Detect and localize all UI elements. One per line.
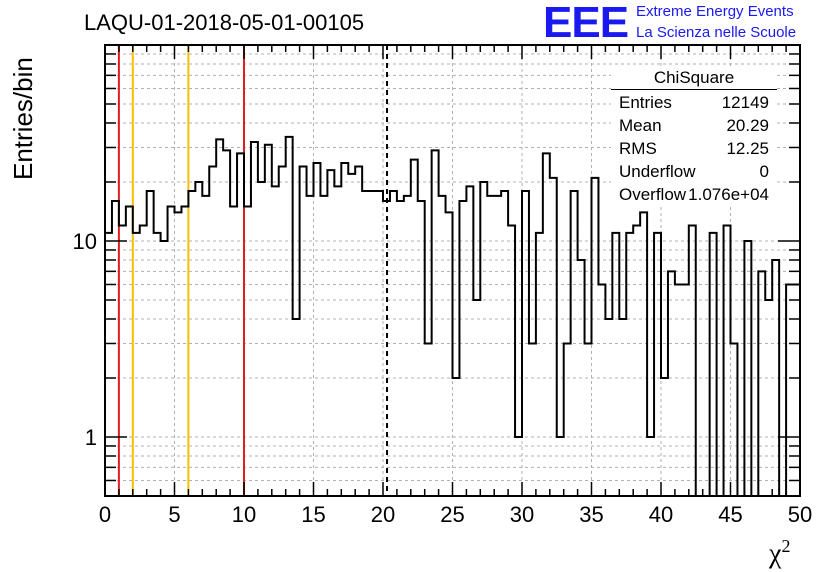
- logo-subtitle-2: La Scienza nelle Scuole: [636, 24, 797, 41]
- stats-key: Entries: [619, 93, 672, 112]
- stats-value: 12.25: [726, 139, 769, 158]
- stats-key: Overflow: [619, 185, 687, 204]
- reference-lines: [117, 45, 389, 496]
- x-axis-label: χ2: [769, 536, 790, 570]
- axis-ticks: [104, 44, 801, 497]
- logo-subtitle-1: Extreme Energy Events: [636, 3, 794, 20]
- histogram-series: [105, 135, 800, 497]
- stats-value: 1.076e+04: [688, 185, 769, 204]
- stats-value: 12149: [721, 93, 769, 112]
- x-axis-label-base: χ: [769, 538, 782, 570]
- x-tick-label: 25: [440, 502, 464, 527]
- eee-logo: EEE: [543, 0, 629, 47]
- grid-lines: [105, 45, 800, 496]
- x-tick-label: 40: [649, 502, 673, 527]
- stats-key: Underflow: [619, 162, 696, 181]
- x-tick-label: 15: [301, 502, 325, 527]
- x-tick-label: 35: [579, 502, 603, 527]
- stats-key: RMS: [619, 139, 657, 158]
- x-tick-label: 45: [718, 502, 742, 527]
- x-tick-label: 10: [232, 502, 256, 527]
- y-tick-label: 1: [85, 425, 97, 450]
- stats-title: ChiSquare: [611, 67, 777, 90]
- stats-key: Mean: [619, 116, 662, 135]
- chart-title: LAQU-01-2018-05-01-00105: [84, 10, 365, 35]
- y-tick-label: 10: [73, 229, 97, 254]
- y-axis-label: Entries/bin: [8, 57, 38, 180]
- x-axis-label-exponent: 2: [781, 536, 791, 556]
- stats-box: ChiSquare Entries 12149 Mean 20.29 RMS 12.2…: [611, 67, 777, 207]
- x-tick-label: 0: [99, 502, 111, 527]
- axis-tick-labels: 0 5 10 15 20 25 30 35 40 45 50 1 10: [73, 229, 813, 527]
- x-tick-label: 20: [371, 502, 395, 527]
- x-tick-label: 30: [510, 502, 534, 527]
- x-tick-label: 50: [788, 502, 812, 527]
- x-tick-label: 5: [168, 502, 180, 527]
- stats-value: 20.29: [726, 116, 769, 135]
- stats-value: 0: [759, 162, 769, 181]
